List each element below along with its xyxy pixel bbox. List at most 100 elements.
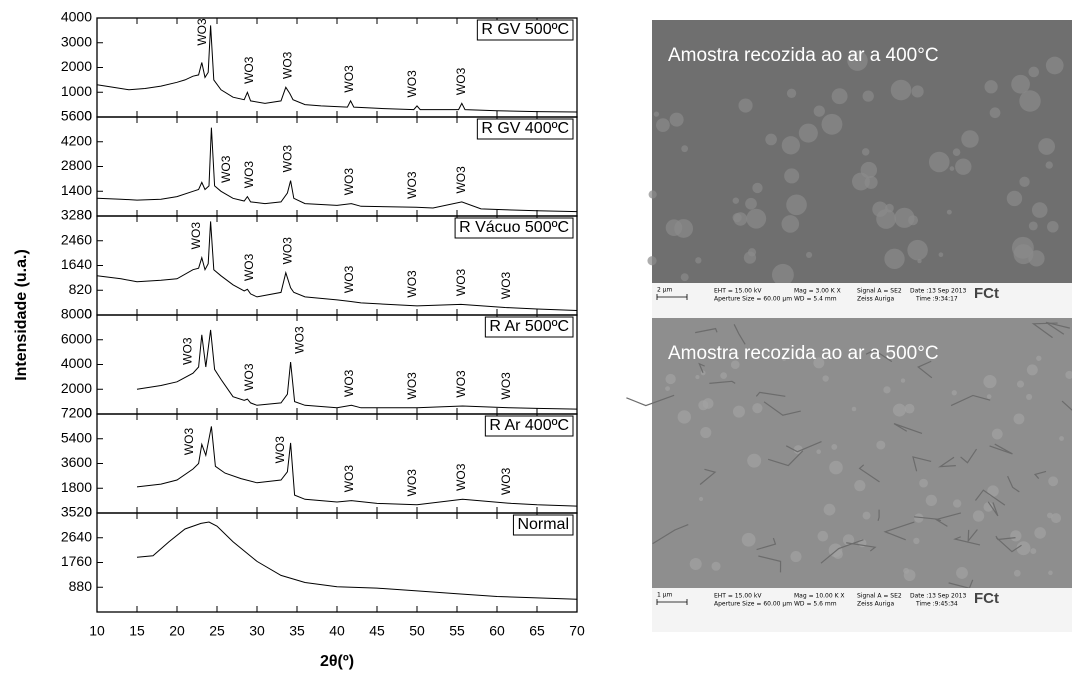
sem-texture — [852, 407, 857, 412]
sem-texture — [832, 88, 848, 104]
x-tick-label: 30 — [249, 623, 265, 639]
sem-texture — [1048, 571, 1053, 576]
sem-texture — [1010, 530, 1021, 541]
peak-annotation: WO3 — [242, 56, 256, 84]
sem-texture — [665, 374, 675, 384]
scale-bar-label: 1 µm — [657, 592, 673, 599]
sem-texture — [806, 252, 812, 258]
sem-texture — [863, 512, 871, 520]
sem-texture — [1028, 250, 1044, 266]
sem-texture — [681, 145, 688, 152]
y-tick-label: 4000 — [61, 9, 92, 25]
peak-annotation: WO3 — [242, 253, 256, 281]
sem-texture — [894, 208, 914, 228]
sem-texture — [987, 485, 999, 497]
sem-texture — [656, 118, 670, 132]
info-text: Date :13 Sep 2013 — [910, 593, 966, 600]
info-text: Signal A = SE2 — [857, 288, 902, 295]
x-tick-label: 10 — [89, 623, 105, 639]
sem-texture — [862, 148, 869, 155]
y-tick-label: 1000 — [61, 83, 92, 99]
sem-texture — [654, 111, 659, 116]
sem-texture — [674, 219, 693, 238]
y-tick-label: 3000 — [61, 33, 92, 49]
sem-texture — [649, 190, 657, 198]
peak-annotation: WO3 — [405, 469, 419, 497]
info-text: Signal A = SE2 — [857, 593, 902, 600]
sem-texture — [907, 240, 928, 261]
info-text: WD = 5.4 mm — [794, 296, 837, 303]
sem-texture — [733, 406, 745, 418]
sem-texture — [893, 404, 906, 417]
info-text: EHT = 15.00 kV — [714, 288, 762, 295]
peak-annotation: WO3 — [242, 161, 256, 189]
info-text: Zeiss Auriga — [857, 601, 894, 608]
sem-texture — [748, 248, 756, 256]
sem-texture — [681, 273, 689, 281]
y-tick-label: 820 — [69, 281, 93, 297]
panel-label: R Ar 400ºC — [489, 417, 569, 434]
peak-annotation: WO3 — [242, 363, 256, 391]
peak-annotation: WO3 — [454, 370, 468, 398]
sem-texture — [950, 166, 955, 171]
peak-annotation: WO3 — [195, 18, 209, 46]
sem-texture — [700, 427, 711, 438]
sem-texture — [765, 134, 777, 146]
sem-texture — [824, 504, 836, 516]
peak-annotation: WO3 — [454, 166, 468, 194]
sem-texture — [816, 449, 821, 454]
sem-texture — [919, 479, 928, 488]
sem-texture — [1019, 177, 1029, 187]
info-text: Aperture Size = 60.00 µm — [714, 296, 792, 303]
sem-texture — [961, 130, 979, 148]
x-tick-label: 55 — [449, 623, 465, 639]
info-text: Mag = 3.00 K X — [794, 288, 841, 295]
sem-texture — [1028, 67, 1039, 78]
sem-texture — [822, 375, 828, 381]
sem-texture — [1046, 161, 1053, 168]
y-tick-label: 4200 — [61, 132, 92, 148]
sem-texture — [1038, 138, 1055, 155]
x-tick-label: 15 — [129, 623, 145, 639]
peak-annotation: WO3 — [454, 463, 468, 491]
sem-texture — [1046, 57, 1064, 75]
y-tick-label: 6000 — [61, 330, 92, 346]
sem-texture — [973, 510, 984, 521]
sem-texture — [690, 558, 702, 570]
sem-texture — [746, 209, 766, 229]
sem-texture — [720, 372, 727, 379]
sem-texture — [733, 197, 739, 203]
sem-texture — [926, 495, 937, 506]
peak-annotation: WO3 — [405, 372, 419, 400]
sem-texture — [742, 533, 756, 547]
x-tick-label: 60 — [489, 623, 505, 639]
image-caption: Amostra recozida ao ar a 500°C — [668, 343, 939, 364]
sem-texture — [665, 386, 670, 391]
peak-annotation: WO3 — [342, 265, 356, 293]
sem-texture — [1017, 381, 1024, 388]
y-tick-label: 3280 — [61, 207, 92, 223]
peak-annotation: WO3 — [499, 467, 513, 495]
peak-annotation: WO3 — [292, 326, 306, 354]
sem-texture — [799, 124, 818, 143]
sem-texture — [695, 257, 701, 263]
peak-annotation: WO3 — [405, 70, 419, 98]
sem-texture — [818, 531, 829, 542]
sem-texture — [883, 386, 890, 393]
sem-texture — [983, 375, 996, 388]
x-tick-label: 70 — [569, 623, 585, 639]
sem-texture — [695, 375, 699, 379]
peak-annotation: WO3 — [405, 270, 419, 298]
y-tick-label: 3520 — [61, 504, 92, 520]
y-axis-label: Intensidade (u.a.) — [13, 249, 30, 381]
sem-texture — [1034, 527, 1046, 539]
sem-texture — [831, 444, 837, 450]
sem-texture — [992, 429, 1003, 440]
sem-texture — [1051, 513, 1061, 523]
sem-texture — [947, 210, 952, 215]
sem-texture — [772, 264, 794, 286]
info-text: Time :9:45:34 — [915, 601, 958, 608]
y-tick-label: 2460 — [61, 231, 92, 247]
image-caption: Amostra recozida ao ar a 400°C — [668, 45, 939, 66]
peak-annotation: WO3 — [499, 271, 513, 299]
